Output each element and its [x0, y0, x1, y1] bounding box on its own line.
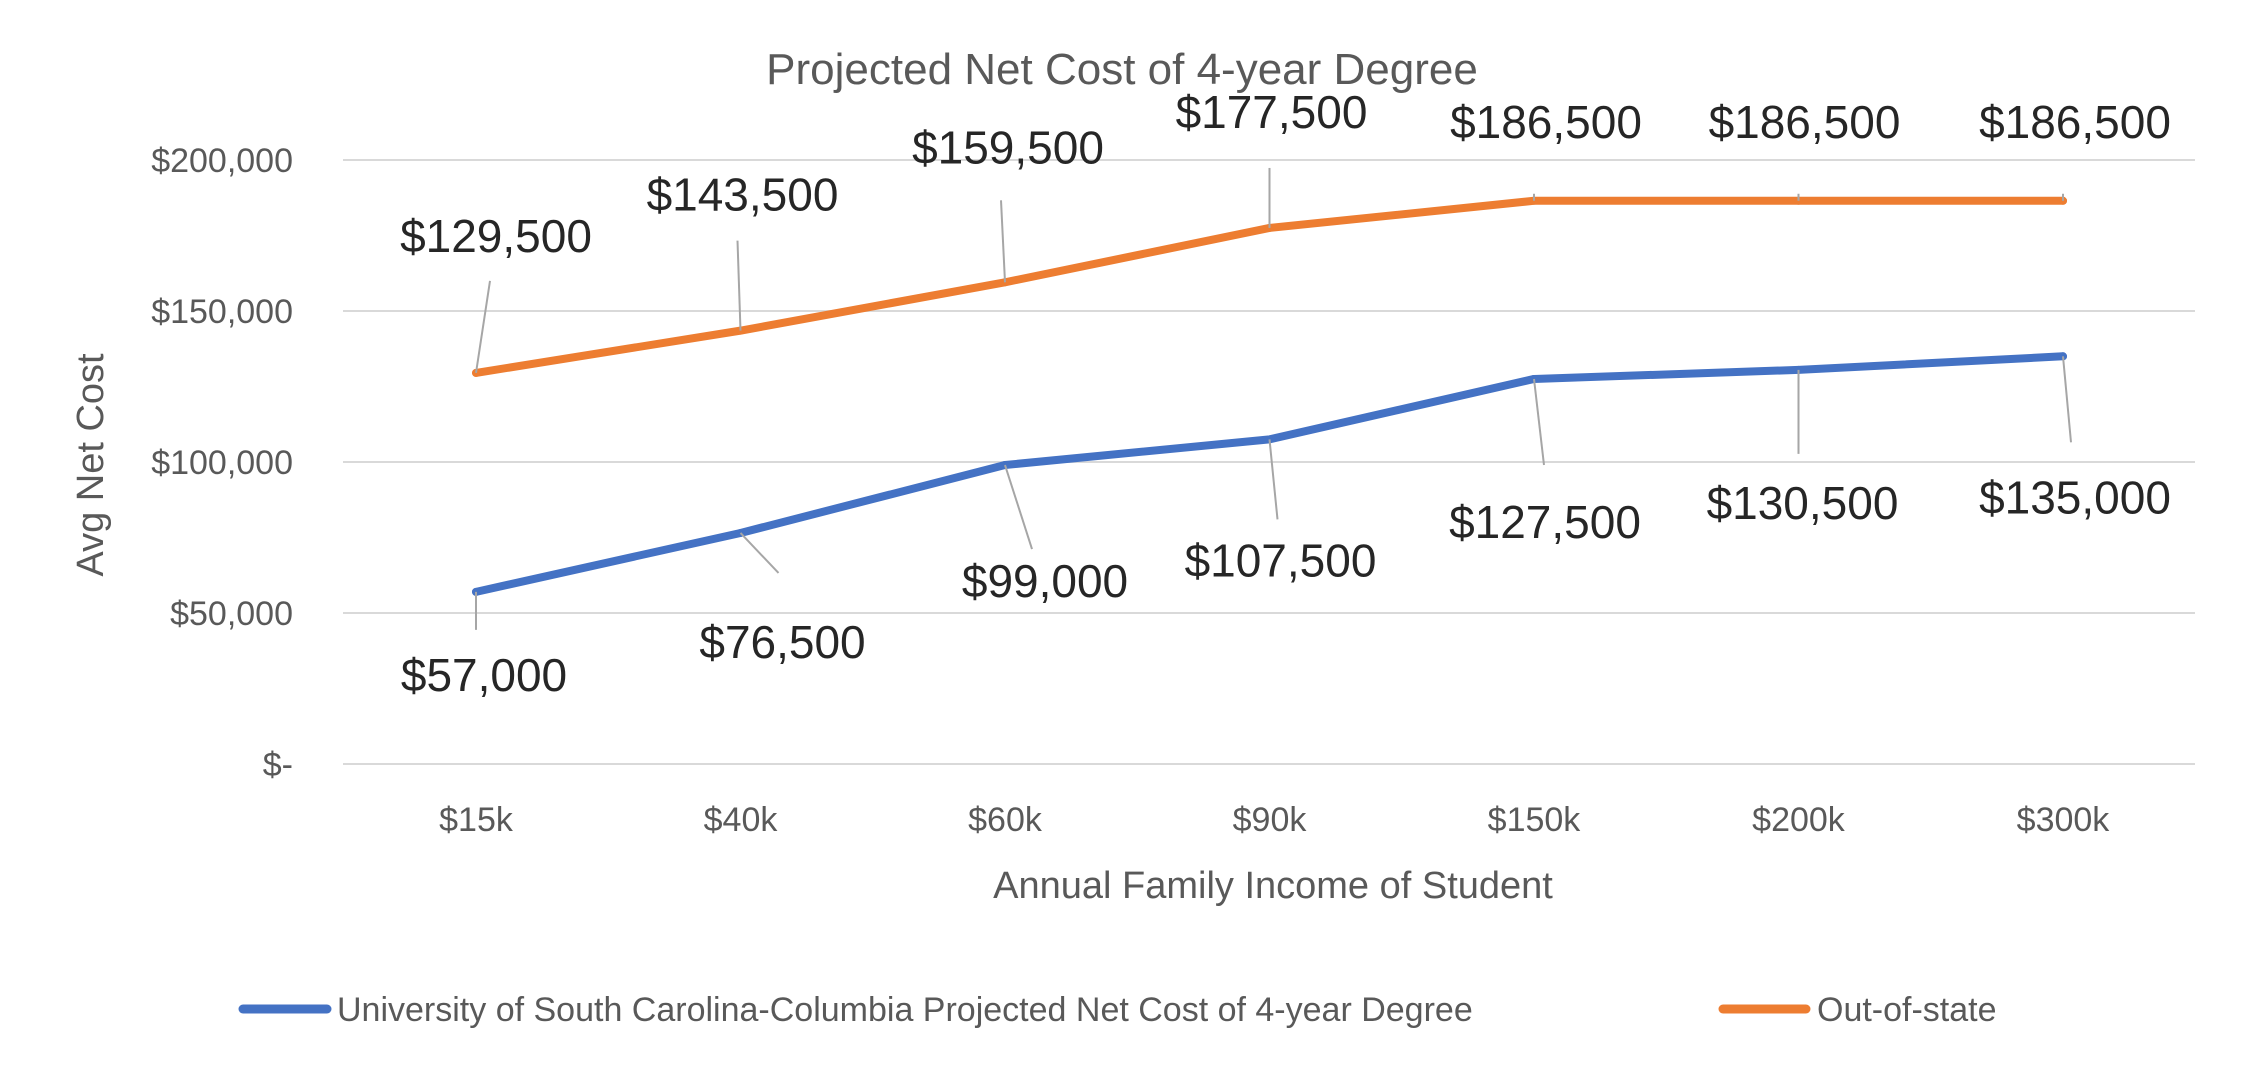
- leader-line: [475, 280, 491, 374]
- y-tick-label: $-: [263, 746, 293, 784]
- y-tick-label: $200,000: [151, 142, 293, 180]
- data-label: $186,500: [1979, 96, 2171, 148]
- leader-line: [1268, 439, 1279, 520]
- data-label: $129,500: [400, 210, 592, 262]
- data-label: $143,500: [647, 169, 839, 221]
- x-tick-label: $300k: [2017, 801, 2111, 839]
- chart-title: Projected Net Cost of 4-year Degree: [766, 45, 1478, 94]
- x-tick-label: $15k: [439, 801, 514, 839]
- data-label: $130,500: [1707, 477, 1899, 529]
- leader-line: [739, 532, 780, 574]
- leader-line: [2062, 356, 2072, 443]
- data-label: $99,000: [962, 555, 1128, 607]
- data-labels: $57,000 $76,500 $99,000 $107,500 $127,500 $13…: [400, 86, 2171, 701]
- legend: University of South Carolina-Columbia Pr…: [238, 991, 1997, 1029]
- leader-line: [1533, 378, 1545, 466]
- x-tick-label: $40k: [704, 801, 779, 839]
- leader-line: [1004, 464, 1033, 550]
- x-axis-title: Annual Family Income of Student: [993, 865, 1553, 907]
- legend-label: Out-of-state: [1817, 991, 1997, 1029]
- x-tick-label: $200k: [1752, 801, 1846, 839]
- data-label: $186,500: [1709, 96, 1901, 148]
- leader-line: [1000, 200, 1006, 283]
- data-label: $135,000: [1979, 471, 2171, 523]
- x-axis-tick-labels: $15k $40k $60k $90k $150k $200k $300k: [439, 801, 2110, 839]
- data-label: $127,500: [1449, 496, 1641, 548]
- data-label: $57,000: [401, 649, 567, 701]
- data-label: $177,500: [1176, 86, 1368, 138]
- data-label: $186,500: [1450, 96, 1642, 148]
- legend-label: University of South Carolina-Columbia Pr…: [337, 991, 1473, 1029]
- data-label: $76,500: [699, 616, 865, 668]
- y-tick-label: $150,000: [151, 293, 293, 331]
- y-axis-tick-labels: $- $50,000 $100,000 $150,000 $200,000: [151, 142, 293, 784]
- y-tick-label: $100,000: [151, 444, 293, 482]
- leader-line: [736, 240, 742, 331]
- y-tick-label: $50,000: [170, 595, 293, 633]
- data-label: $159,500: [912, 121, 1104, 173]
- gridlines: [343, 159, 2195, 765]
- y-axis-title: Avg Net Cost: [70, 353, 112, 577]
- x-tick-label: $60k: [968, 801, 1043, 839]
- x-tick-label: $90k: [1233, 801, 1308, 839]
- data-label: $107,500: [1185, 534, 1377, 586]
- x-tick-label: $150k: [1488, 801, 1582, 839]
